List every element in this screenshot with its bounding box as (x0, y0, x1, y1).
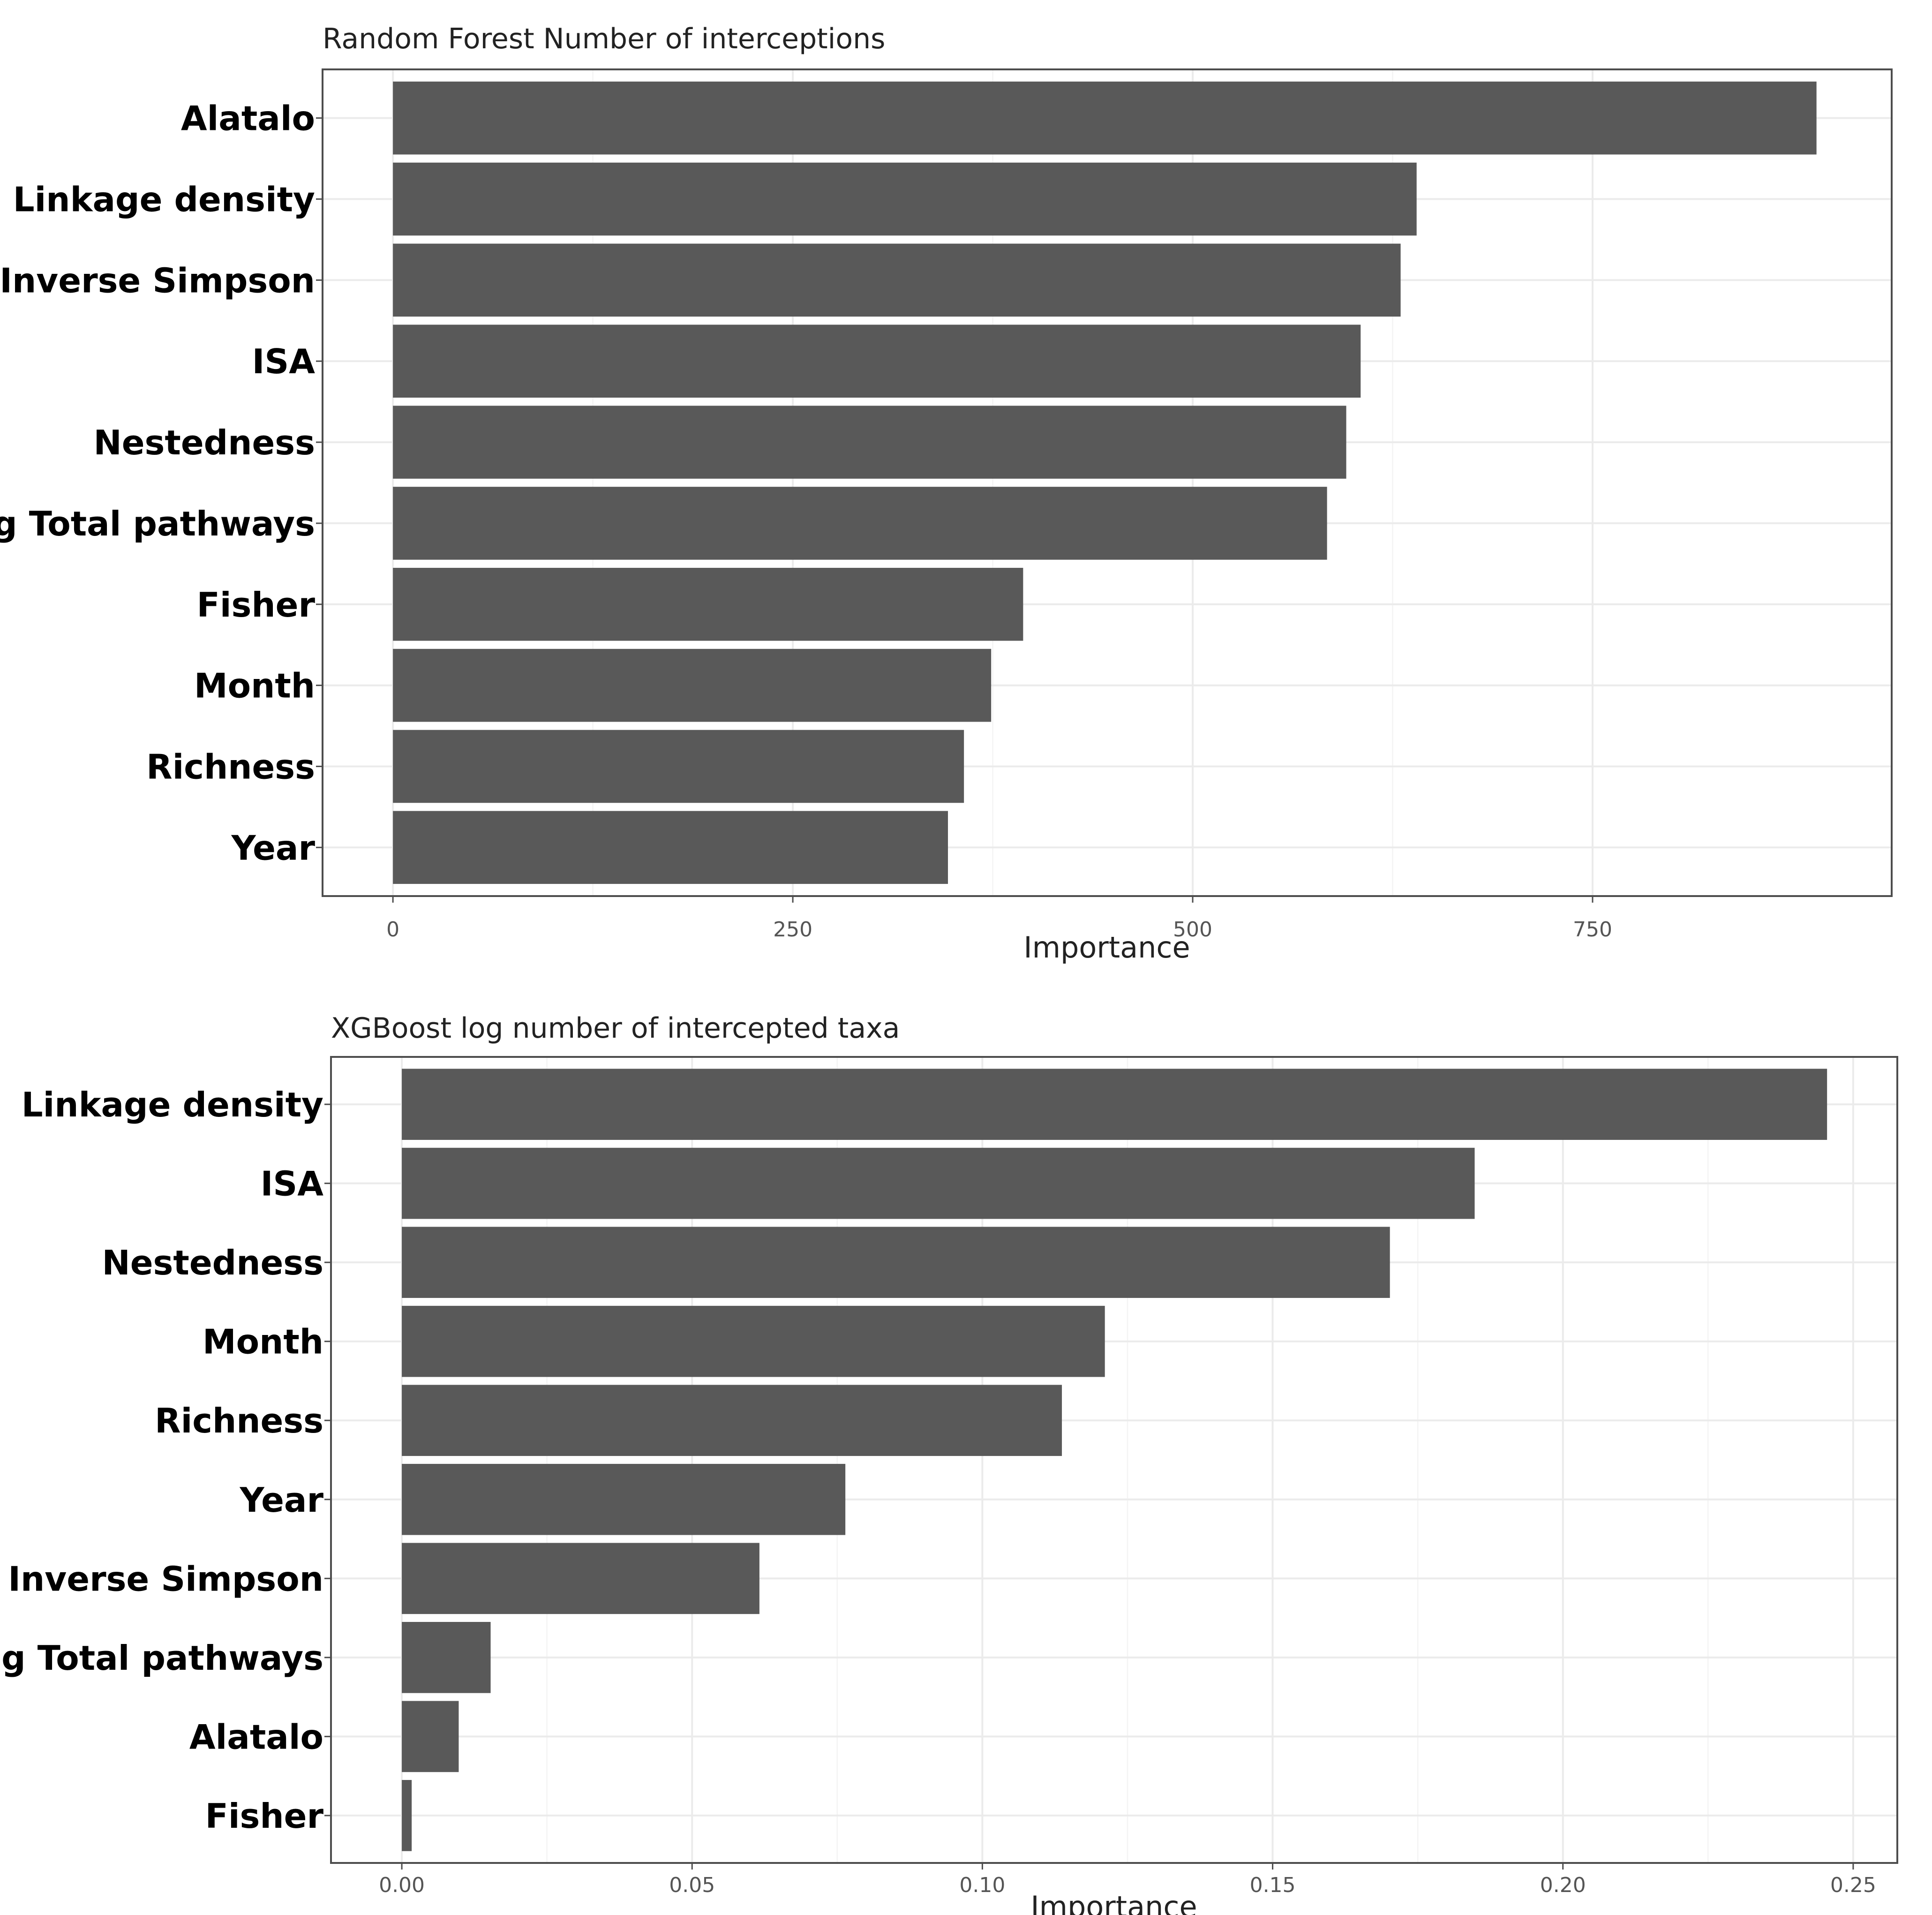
random-forest-bars (393, 81, 1817, 884)
xgboost-x-ticks: 0.00 0.05 0.10 0.15 0.20 0.25 (324, 1103, 1876, 1897)
random-forest-plot-frame (322, 68, 1893, 897)
xgboost-plot-frame (330, 1056, 1898, 1864)
xgboost-category-label: Month (203, 1322, 323, 1362)
xgboost-category-label: Alatalo (189, 1717, 323, 1757)
random-forest-title: Random Forest Number of interceptions (323, 23, 885, 55)
xgboost-category-label: Fisher (205, 1796, 324, 1836)
random-forest-bar (393, 81, 1817, 155)
xgboost-bar (402, 1543, 759, 1614)
random-forest-category-label: Nestedness (93, 423, 315, 462)
random-forest-category-label: ISA (252, 342, 316, 381)
xgboost-bar (402, 1305, 1105, 1377)
xgboost-bar (402, 1227, 1390, 1298)
xgboost-bar (402, 1147, 1475, 1219)
xgboost-category-label: Nestedness (102, 1243, 323, 1282)
xgboost-bar (402, 1463, 846, 1535)
xgboost-x-axis-title: Importance (1030, 1890, 1197, 1915)
random-forest-panel: Random Forest Number of interceptions Al… (0, 23, 1893, 965)
xgboost-category-label: log Total pathways (0, 1638, 323, 1678)
random-forest-bar (393, 406, 1346, 479)
random-forest-bar (393, 648, 992, 722)
xgboost-bar (402, 1701, 459, 1772)
xgboost-bar (402, 1780, 412, 1851)
xgboost-category-label: Inverse Simpson (8, 1559, 323, 1598)
xgboost-panel: XGBoost log number of intercepted taxa L… (0, 1012, 1898, 1915)
xgboost-category-label: Richness (155, 1401, 323, 1440)
xgboost-x-tick-label: 0.20 (1540, 1873, 1586, 1897)
xgboost-x-tick-label: 0.25 (1830, 1873, 1876, 1897)
xgboost-category-label: Year (240, 1480, 324, 1520)
random-forest-x-tick-label: 500 (1173, 918, 1212, 942)
random-forest-x-tick-label: 0 (386, 918, 399, 942)
random-forest-bar (393, 567, 1023, 641)
random-forest-bar (393, 324, 1361, 398)
random-forest-bar (393, 243, 1401, 317)
xgboost-bar (402, 1069, 1827, 1140)
random-forest-category-label: Month (194, 666, 315, 706)
xgboost-x-tick-label: 0.15 (1250, 1873, 1296, 1897)
xgboost-category-label: ISA (261, 1164, 324, 1204)
xgboost-title: XGBoost log number of intercepted taxa (331, 1012, 900, 1045)
random-forest-category-label: log Total pathways (0, 504, 315, 543)
xgboost-bars (402, 1069, 1827, 1851)
random-forest-category-label: Fisher (197, 585, 316, 625)
random-forest-category-label: Inverse Simpson (0, 261, 315, 300)
random-forest-category-label: Richness (146, 747, 315, 786)
xgboost-bar (402, 1385, 1062, 1456)
random-forest-bar (393, 811, 948, 884)
random-forest-bar (393, 487, 1327, 560)
random-forest-category-label: Year (231, 828, 316, 867)
random-forest-category-label: Linkage density (13, 180, 315, 219)
xgboost-x-tick-label: 0.00 (379, 1873, 425, 1897)
xgboost-category-labels: Linkage density ISA Nestedness Month Richnes… (0, 1085, 323, 1836)
random-forest-x-tick-label: 750 (1573, 918, 1612, 942)
random-forest-x-tick-label: 250 (773, 918, 812, 942)
random-forest-category-labels: Alatalo Linkage density Inverse Simpson ISA… (0, 99, 315, 868)
xgboost-x-tick-label: 0.10 (959, 1873, 1005, 1897)
random-forest-bar (393, 730, 964, 803)
random-forest-x-ticks: 0 250 500 750 (316, 117, 1612, 942)
xgboost-bar (402, 1621, 491, 1693)
xgboost-x-tick-label: 0.05 (669, 1873, 715, 1897)
random-forest-bar (393, 162, 1417, 236)
random-forest-x-axis-title: Importance (1023, 930, 1190, 965)
random-forest-category-label: Alatalo (181, 99, 315, 138)
xgboost-category-label: Linkage density (22, 1085, 323, 1124)
